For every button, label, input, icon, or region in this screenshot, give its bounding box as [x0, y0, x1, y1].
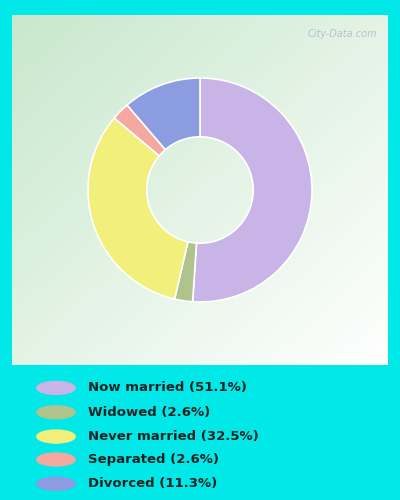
Wedge shape [114, 105, 165, 156]
Wedge shape [193, 78, 312, 302]
Circle shape [37, 406, 75, 418]
Circle shape [37, 430, 75, 443]
Text: Widowed (2.6%): Widowed (2.6%) [88, 406, 210, 419]
Text: Now married (51.1%): Now married (51.1%) [88, 382, 247, 394]
Text: City-Data.com: City-Data.com [307, 29, 377, 39]
Circle shape [37, 478, 75, 490]
Text: Never married (32.5%): Never married (32.5%) [88, 430, 259, 443]
Wedge shape [174, 242, 196, 302]
Circle shape [37, 382, 75, 394]
Wedge shape [127, 78, 200, 150]
Circle shape [37, 453, 75, 466]
Text: Marital status in Chamberino, NM: Marital status in Chamberino, NM [35, 24, 365, 42]
Text: Separated (2.6%): Separated (2.6%) [88, 453, 219, 466]
Wedge shape [88, 118, 188, 299]
Text: Divorced (11.3%): Divorced (11.3%) [88, 478, 217, 490]
